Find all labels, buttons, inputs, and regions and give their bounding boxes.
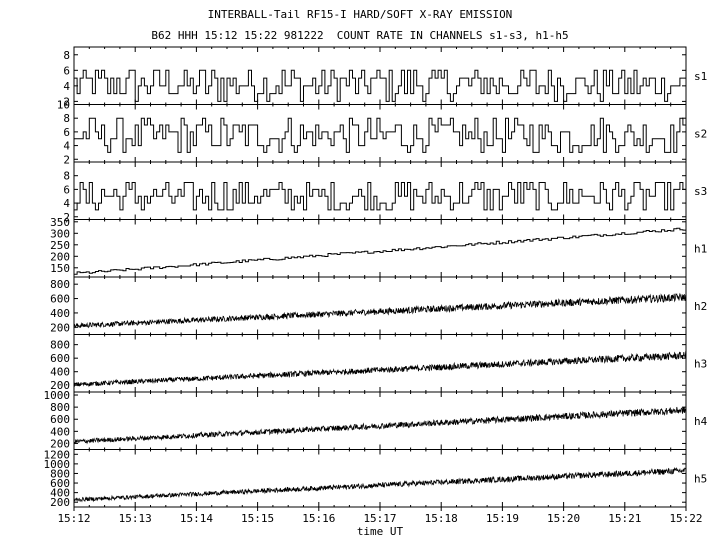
y-tick-label-h3: 800 bbox=[50, 339, 70, 352]
y-tick-label-h4: 200 bbox=[50, 437, 70, 450]
y-tick-label-h5: 1000 bbox=[44, 458, 71, 471]
y-tick-label-s2: 2 bbox=[63, 153, 70, 166]
y-tick-label-s3: 8 bbox=[63, 170, 70, 183]
x-tick-label: 15:20 bbox=[547, 512, 580, 525]
y-tick-label-h4: 600 bbox=[50, 413, 70, 426]
y-tick-label-h5: 200 bbox=[50, 496, 70, 509]
panel-frame-h1 bbox=[73, 219, 687, 278]
y-tick-label-s2: 10 bbox=[57, 99, 70, 112]
series-line-h3 bbox=[73, 350, 687, 388]
y-tick-label-h1: 350 bbox=[50, 216, 70, 229]
y-tick-label-h5: 800 bbox=[50, 467, 70, 480]
series-line-h4 bbox=[73, 406, 687, 446]
y-tick-label-s1: 8 bbox=[63, 49, 70, 62]
y-tick-label-s2: 8 bbox=[63, 112, 70, 125]
y-tick-label-h2: 800 bbox=[50, 278, 70, 291]
channel-label-h5: h5 bbox=[694, 472, 707, 485]
x-tick-label: 15:22 bbox=[669, 512, 702, 525]
y-tick-label-s3: 4 bbox=[63, 197, 70, 210]
chart-subtitle: B62 HHH 15:12 15:22 981222 COUNT RATE IN… bbox=[151, 29, 569, 42]
channel-label-h3: h3 bbox=[694, 357, 707, 370]
x-tick-label: 15:15 bbox=[241, 512, 274, 525]
x-tick-label: 15:17 bbox=[363, 512, 396, 525]
x-tick-label: 15:16 bbox=[302, 512, 335, 525]
chart-title: INTERBALL-Tail RF15-I HARD/SOFT X-RAY EM… bbox=[207, 8, 513, 21]
y-tick-label-s3: 2 bbox=[63, 211, 70, 224]
y-tick-label-s2: 4 bbox=[63, 140, 70, 153]
panel-frame-h5 bbox=[73, 449, 687, 508]
channel-label-s2: s2 bbox=[694, 127, 707, 140]
x-tick-label: 15:14 bbox=[180, 512, 213, 525]
channel-label-s3: s3 bbox=[694, 185, 707, 198]
y-tick-label-s2: 6 bbox=[63, 126, 70, 139]
x-tick-label: 15:21 bbox=[608, 512, 641, 525]
channel-label-h4: h4 bbox=[694, 415, 708, 428]
series-line-s1 bbox=[74, 69, 686, 102]
y-tick-label-h4: 800 bbox=[50, 401, 70, 414]
y-tick-label-h5: 400 bbox=[50, 487, 70, 500]
y-tick-label-h1: 200 bbox=[50, 250, 70, 263]
x-tick-label: 15:12 bbox=[57, 512, 90, 525]
y-tick-label-s1: 4 bbox=[63, 80, 70, 93]
x-tick-label: 15:13 bbox=[119, 512, 152, 525]
channel-label-s1: s1 bbox=[694, 70, 707, 83]
y-tick-label-h2: 200 bbox=[50, 321, 70, 334]
y-tick-label-s1: 2 bbox=[63, 95, 70, 108]
y-tick-label-h2: 600 bbox=[50, 293, 70, 306]
x-tick-label: 15:19 bbox=[486, 512, 519, 525]
y-tick-label-h3: 200 bbox=[50, 379, 70, 392]
y-tick-label-s1: 6 bbox=[63, 64, 70, 77]
series-line-h1 bbox=[74, 227, 686, 275]
channel-label-h1: h1 bbox=[694, 242, 707, 255]
y-tick-label-h3: 600 bbox=[50, 352, 70, 365]
y-tick-label-h1: 250 bbox=[50, 239, 70, 252]
y-tick-label-h1: 300 bbox=[50, 227, 70, 240]
y-tick-label-s3: 6 bbox=[63, 183, 70, 196]
series-line-s2 bbox=[74, 117, 687, 153]
y-tick-label-h5: 1200 bbox=[44, 448, 71, 461]
panel-frame-h4 bbox=[73, 391, 687, 450]
y-tick-label-h1: 150 bbox=[50, 262, 70, 275]
y-tick-label-h5: 600 bbox=[50, 477, 70, 490]
y-tick-label-h3: 400 bbox=[50, 366, 70, 379]
series-line-h5 bbox=[73, 466, 687, 503]
y-tick-label-h4: 1000 bbox=[44, 389, 71, 402]
y-tick-label-h2: 400 bbox=[50, 307, 70, 320]
panel-frame-h3 bbox=[73, 334, 687, 393]
series-line-h2 bbox=[73, 292, 687, 329]
channel-label-h2: h2 bbox=[694, 300, 707, 313]
y-tick-label-h4: 400 bbox=[50, 425, 70, 438]
x-axis-label: time UT bbox=[357, 525, 404, 538]
panel-frame-s3 bbox=[73, 161, 687, 220]
series-line-s3 bbox=[74, 182, 687, 211]
x-tick-label: 15:18 bbox=[425, 512, 458, 525]
panel-frame-h2 bbox=[73, 276, 687, 335]
